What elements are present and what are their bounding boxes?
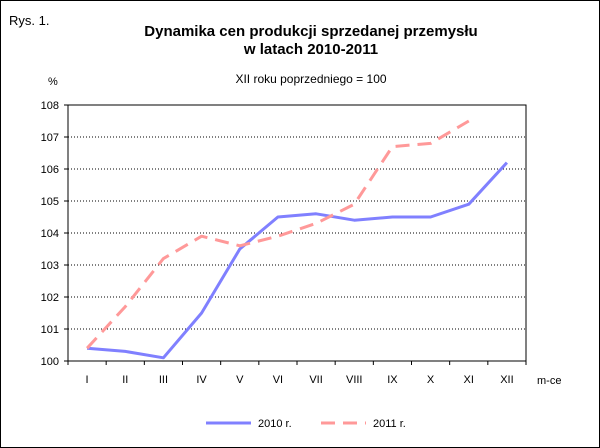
legend: 2010 r. 2011 r. — [206, 418, 406, 430]
x-axis-label: m-ce — [537, 375, 561, 387]
legend-label: 2011 r. — [373, 418, 406, 430]
figure-label: Rys. 1. — [9, 13, 50, 28]
y-tick-label: 107 — [41, 132, 59, 144]
x-tick-label: VIII — [346, 374, 363, 386]
x-tick-label: V — [236, 374, 244, 386]
x-tick-label: VI — [273, 374, 283, 386]
y-tick-label: 104 — [41, 228, 59, 240]
y-tick-label: 108 — [41, 100, 59, 112]
legend-label: 2010 r. — [258, 418, 292, 430]
x-tick-label: XI — [464, 374, 474, 386]
x-tick-labels: I II III IV V VI VII VIII IX X XI XII — [67, 361, 527, 386]
y-tick-label: 102 — [41, 292, 59, 304]
y-tick-labels: 100 101 102 103 104 105 106 107 108 — [41, 100, 68, 368]
chart-title-line-1: Dynamika cen produkcji sprzedanej przemy… — [144, 23, 478, 40]
y-tick-label: 106 — [41, 164, 59, 176]
x-tick-label: IV — [196, 374, 207, 386]
series-line-2010 — [86, 161, 509, 360]
x-tick-label: X — [427, 374, 435, 386]
chart-subtitle: XII roku poprzedniego = 100 — [235, 72, 387, 86]
x-tick-label: II — [122, 374, 128, 386]
series-lines — [85, 119, 509, 360]
y-tick-label: 100 — [41, 356, 59, 368]
y-tick-label: 103 — [41, 260, 59, 272]
series-line-2011 — [85, 119, 470, 350]
x-tick-label: III — [159, 374, 168, 386]
y-tick-label: 105 — [41, 196, 59, 208]
x-tick-label: I — [86, 374, 89, 386]
x-tick-label: IX — [387, 374, 398, 386]
y-tick-label: 101 — [41, 324, 59, 336]
grid-lines — [68, 136, 526, 330]
y-axis-label: % — [48, 76, 58, 88]
chart-title-line-2: w latach 2010-2011 — [243, 41, 379, 58]
x-tick-label: XII — [500, 374, 513, 386]
x-tick-label: VII — [309, 374, 322, 386]
